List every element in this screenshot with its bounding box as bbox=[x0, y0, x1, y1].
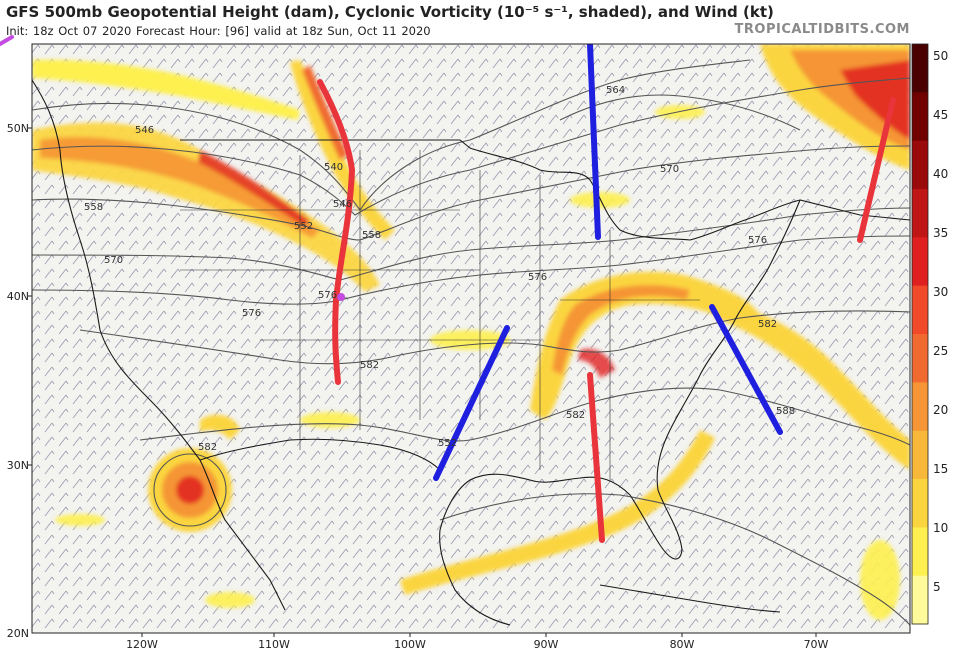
lat-label: 50N bbox=[7, 122, 29, 135]
trough-annotations bbox=[317, 79, 896, 543]
contour-label: 576 bbox=[242, 308, 261, 319]
lon-ticks bbox=[141, 633, 817, 637]
contour-582 bbox=[79, 310, 910, 365]
contour-labels: 546 540 546 552 558 558 564 570 570 576 … bbox=[84, 85, 795, 453]
contour-label: 552 bbox=[438, 438, 457, 449]
contour-label: 540 bbox=[324, 162, 343, 173]
contour-label: 582 bbox=[360, 360, 379, 371]
contour-label: 564 bbox=[606, 85, 625, 96]
credit-watermark: TROPICALTIDBITS.COM bbox=[734, 22, 910, 37]
trough-atlantic-canada bbox=[857, 97, 896, 243]
colorbar-cell bbox=[912, 479, 928, 528]
contour-label: 576 bbox=[748, 235, 767, 246]
colorbar-tick: 25 bbox=[933, 344, 948, 358]
colorbar-tick: 20 bbox=[933, 403, 948, 417]
contour-588 bbox=[139, 387, 910, 446]
map-frame bbox=[31, 43, 911, 634]
lon-label: 80W bbox=[670, 638, 695, 651]
colorbar-cell bbox=[912, 527, 928, 577]
contour-label: 582 bbox=[758, 319, 777, 330]
contour-label: 546 bbox=[135, 125, 154, 136]
colorbar-cell bbox=[912, 189, 928, 238]
colorbar-cell bbox=[912, 92, 928, 142]
colorbar-tick: 30 bbox=[933, 285, 948, 299]
colorbar-cell bbox=[912, 285, 928, 335]
contour-570 bbox=[32, 207, 910, 281]
trough-pacific-nw bbox=[317, 79, 356, 385]
colorbar-cell bbox=[912, 44, 928, 93]
colorbar-cells bbox=[912, 44, 928, 625]
colorbar-tick: 15 bbox=[933, 462, 948, 476]
contour-label: 582 bbox=[198, 442, 217, 453]
contour-label: 546 bbox=[333, 199, 352, 210]
colorbar-cell bbox=[912, 237, 928, 287]
cuba-coast bbox=[599, 584, 781, 613]
state-borders bbox=[180, 150, 700, 480]
contour-546 bbox=[32, 59, 751, 211]
ridge-annotations bbox=[433, 44, 783, 481]
colorbar-cell bbox=[912, 334, 928, 383]
east-gulf-coast bbox=[439, 199, 801, 626]
colorbar-tick: 10 bbox=[933, 521, 948, 535]
lon-label: 110W bbox=[258, 638, 290, 651]
lon-label: 120W bbox=[126, 638, 158, 651]
colorbar: 50 45 40 35 30 25 20 15 10 5 bbox=[911, 43, 948, 625]
contour-label: 552 bbox=[294, 221, 313, 232]
colorbar-tick: 35 bbox=[933, 226, 948, 240]
contour-552 bbox=[32, 77, 910, 216]
latitude-labels: 50N 40N 30N 20N bbox=[7, 122, 29, 640]
contour-label: 576 bbox=[528, 272, 547, 283]
coastlines-borders bbox=[32, 79, 910, 626]
lon-label: 100W bbox=[394, 638, 426, 651]
ridge-east-coast bbox=[709, 304, 783, 435]
map-subtitle: Init: 18z Oct 07 2020 Forecast Hour: [96… bbox=[6, 24, 431, 38]
contour-label: 582 bbox=[566, 410, 585, 421]
contour-label: 570 bbox=[104, 255, 123, 266]
lat-label: 40N bbox=[7, 290, 29, 303]
contour-label: 558 bbox=[84, 202, 103, 213]
map-title: GFS 500mb Geopotential Height (dam), Cyc… bbox=[6, 3, 774, 21]
pink-arrow-top-left bbox=[0, 35, 14, 46]
lat-ticks bbox=[28, 127, 32, 466]
lat-label: 30N bbox=[7, 459, 29, 472]
contour-label: 576 bbox=[318, 290, 337, 301]
trough-southeast bbox=[587, 372, 605, 543]
colorbar-cell bbox=[912, 140, 928, 190]
lon-label: 70W bbox=[804, 638, 829, 651]
colorbar-tick: 5 bbox=[933, 580, 941, 594]
colorbar-tick: 50 bbox=[933, 49, 948, 63]
colorbar-tick: 45 bbox=[933, 108, 948, 122]
ridge-texas bbox=[433, 325, 510, 481]
contour-label: 570 bbox=[660, 164, 679, 175]
colorbar-tick: 40 bbox=[933, 167, 948, 181]
lat-label: 20N bbox=[7, 627, 29, 640]
pink-dot-colorado bbox=[337, 293, 345, 301]
contour-label: 558 bbox=[362, 230, 381, 241]
pacific-coast bbox=[32, 79, 286, 611]
contour-low bbox=[153, 453, 227, 527]
ridge-great-lakes bbox=[586, 44, 601, 240]
contour-588b bbox=[439, 493, 910, 626]
colorbar-ticks: 50 45 40 35 30 25 20 15 10 5 bbox=[933, 49, 948, 594]
colorbar-cell bbox=[912, 430, 928, 480]
us-canada-border bbox=[180, 139, 910, 241]
map-panel: 546 540 546 552 558 558 564 570 570 576 … bbox=[32, 44, 910, 633]
colorbar-frame bbox=[911, 43, 929, 625]
colorbar-cell bbox=[912, 382, 928, 432]
lon-label: 90W bbox=[534, 638, 559, 651]
colorbar-cell bbox=[912, 575, 928, 625]
longitude-labels: 120W 110W 100W 90W 80W 70W bbox=[126, 638, 828, 651]
us-mexico-border bbox=[199, 438, 441, 471]
contour-label: 588 bbox=[776, 406, 795, 417]
contour-564 bbox=[559, 94, 801, 131]
vorticity-shading bbox=[32, 44, 910, 620]
